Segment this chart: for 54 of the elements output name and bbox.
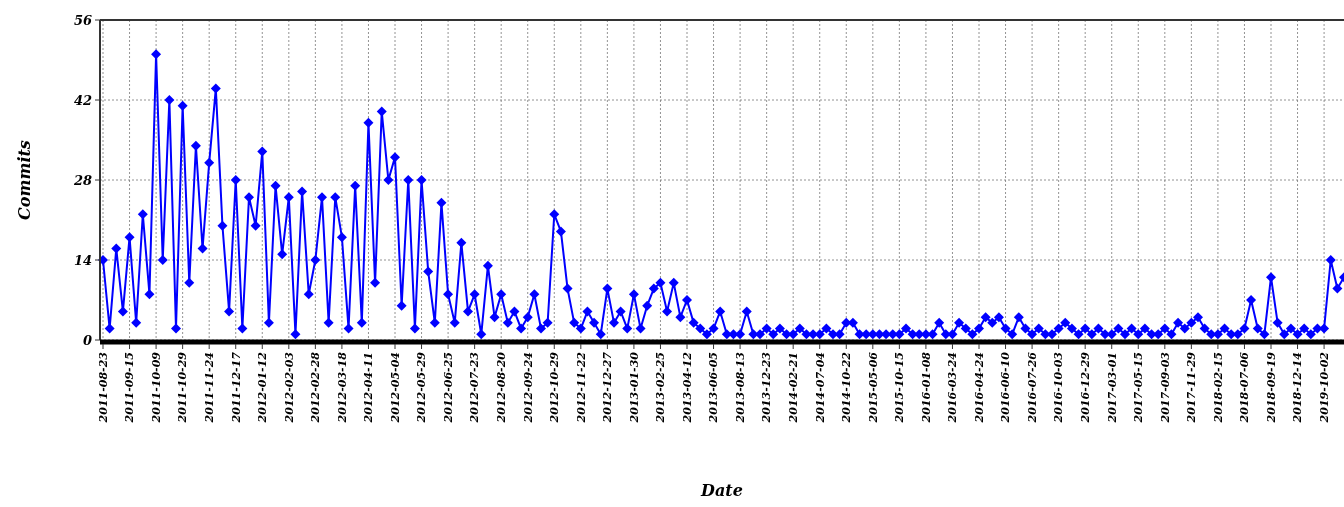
x-tick-label: 2016-07-26 bbox=[1025, 351, 1039, 424]
x-tick-label: 2016-04-24 bbox=[972, 352, 986, 424]
x-tick-label: 2014-02-21 bbox=[787, 352, 801, 424]
x-tick-label: 2018-02-15 bbox=[1211, 352, 1225, 424]
x-tick-label: 2012-02-28 bbox=[309, 351, 323, 424]
y-tick-label: 14 bbox=[73, 252, 92, 268]
y-tick-label: 28 bbox=[72, 172, 92, 188]
x-tick-label: 2015-10-15 bbox=[893, 352, 907, 424]
y-tick-label: 56 bbox=[73, 12, 92, 28]
x-tick-label: 2015-05-06 bbox=[866, 351, 880, 424]
x-tick-label: 2017-09-03 bbox=[1158, 351, 1172, 424]
x-tick-label: 2012-09-24 bbox=[521, 352, 535, 424]
x-tick-label: 2013-04-12 bbox=[680, 351, 694, 424]
x-tick-label: 2012-04-11 bbox=[362, 352, 376, 424]
x-axis-title: Date bbox=[700, 481, 743, 500]
x-tick-label: 2012-01-12 bbox=[256, 351, 270, 424]
x-tick-label: 2012-05-29 bbox=[415, 351, 429, 424]
x-tick-label: 2012-10-29 bbox=[548, 351, 562, 424]
x-tick-label: 2013-02-25 bbox=[654, 352, 668, 424]
x-tick-label: 2019-10-02 bbox=[1317, 351, 1331, 424]
y-tick-label: 0 bbox=[82, 332, 92, 348]
x-tick-label: 2011-12-17 bbox=[229, 351, 243, 424]
x-tick-label: 2016-03-24 bbox=[946, 352, 960, 424]
x-tick-label: 2012-07-23 bbox=[468, 351, 482, 424]
x-tick-label: 2018-07-06 bbox=[1238, 351, 1252, 424]
x-tick-label: 2016-06-10 bbox=[999, 351, 1013, 424]
x-tick-label: 2013-12-23 bbox=[760, 351, 774, 424]
x-tick-label: 2012-05-04 bbox=[388, 352, 402, 424]
x-tick-label: 2017-03-01 bbox=[1105, 352, 1119, 424]
x-tick-label: 2018-12-14 bbox=[1291, 352, 1305, 424]
x-tick-label: 2012-06-25 bbox=[441, 352, 455, 424]
x-tick-label: 2014-10-22 bbox=[840, 351, 854, 424]
x-tick-label: 2016-10-03 bbox=[1052, 351, 1066, 424]
x-tick-label: 2011-10-29 bbox=[176, 351, 190, 424]
y-tick-label: 42 bbox=[73, 92, 92, 108]
x-tick-label: 2012-11-22 bbox=[574, 351, 588, 424]
x-tick-label: 2018-09-19 bbox=[1264, 351, 1278, 424]
x-tick-label: 2011-09-15 bbox=[123, 352, 137, 424]
x-tick-label: 2011-10-09 bbox=[149, 351, 163, 424]
x-tick-label: 2011-08-23 bbox=[96, 351, 110, 424]
x-tick-label: 2013-01-30 bbox=[627, 351, 641, 424]
x-tick-label: 2013-06-05 bbox=[707, 352, 721, 424]
x-tick-label: 2016-01-08 bbox=[919, 351, 933, 424]
x-tick-label: 2017-11-29 bbox=[1185, 351, 1199, 424]
x-tick-label: 2013-08-13 bbox=[733, 351, 747, 424]
x-tick-label: 2012-03-18 bbox=[335, 351, 349, 424]
x-tick-label: 2012-02-03 bbox=[282, 351, 296, 424]
x-tick-label: 2014-07-04 bbox=[813, 352, 827, 424]
x-tick-label: 2016-12-29 bbox=[1079, 351, 1093, 424]
x-tick-label: 2011-11-24 bbox=[203, 352, 217, 424]
y-axis-title: Commits bbox=[15, 140, 34, 220]
x-tick-label: 2017-05-15 bbox=[1132, 352, 1146, 424]
x-tick-label: 2012-12-27 bbox=[601, 351, 615, 424]
x-tick-label: 2012-08-20 bbox=[495, 351, 509, 424]
